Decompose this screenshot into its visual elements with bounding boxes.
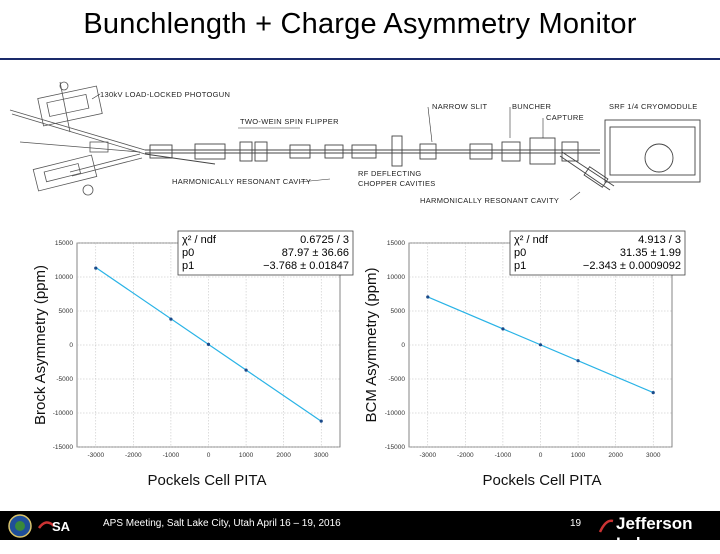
y-tick-label: 10000 <box>387 274 405 281</box>
xaxis-label: Pockels Cell PITA <box>483 472 602 489</box>
label-spin-flipper: TWO-WEIN SPIN FLIPPER <box>240 117 339 126</box>
x-tick-label: -1000 <box>163 452 180 459</box>
x-tick-label: -2000 <box>125 452 142 459</box>
data-point <box>426 295 430 299</box>
label-buncher: BUNCHER <box>512 102 551 111</box>
x-tick-label: 2000 <box>608 452 623 459</box>
label-harmonic-right: HARMONICALLY RESONANT CAVITY <box>420 196 559 205</box>
fit-stat-label: p0 <box>514 247 526 259</box>
data-point <box>538 343 543 347</box>
fit-stat-label: p1 <box>182 260 194 272</box>
slide-footer: SA APS Meeting, Salt Lake City, Utah Apr… <box>0 511 720 553</box>
y-tick-label: -10000 <box>53 410 74 417</box>
plot-brock-asymmetry: -3000 -2000 -1000 0 1000 2000 3000 15000 10000 50… <box>20 225 355 493</box>
x-tick-label: -3000 <box>419 452 436 459</box>
y-tick-label: 10000 <box>55 274 73 281</box>
data-point <box>206 342 211 346</box>
y-tick-label: 5000 <box>391 308 406 315</box>
label-photogun: 130kV LOAD-LOCKED PHOTOGUN <box>100 90 230 99</box>
footer-meeting-text: APS Meeting, Salt Lake City, Utah April … <box>103 518 341 529</box>
fit-stat-label: χ² / ndf <box>182 234 217 246</box>
label-harmonic-left: HARMONICALLY RESONANT CAVITY <box>172 177 311 186</box>
y-tick-label: -5000 <box>388 376 405 383</box>
data-point <box>319 419 323 423</box>
x-tick-label: -3000 <box>87 452 104 459</box>
y-tick-label: -15000 <box>53 444 74 451</box>
y-tick-label: 15000 <box>387 240 405 247</box>
y-tick-label: -10000 <box>385 410 406 417</box>
y-tick-label: 5000 <box>59 308 74 315</box>
fit-stat-value: −2.343 ± 0.0009092 <box>583 260 681 272</box>
fit-stat-label: χ² / ndf <box>514 234 549 246</box>
fit-stats-box <box>509 230 686 276</box>
label-rf-chopper-line1: RF DEFLECTING <box>358 169 422 178</box>
x-tick-label: 0 <box>207 452 211 459</box>
title-divider <box>0 58 720 60</box>
label-narrow-slit: NARROW SLIT <box>432 102 488 111</box>
plot-bcm-asymmetry: -3000 -2000 -1000 0 1000 2000 3000 15000 10000 50… <box>352 225 687 493</box>
x-tick-label: 3000 <box>314 452 329 459</box>
x-tick-label: 1000 <box>571 452 586 459</box>
slide-title: Bunchlength + Charge Asymmetry Monitor <box>83 8 637 40</box>
svg-text:SA: SA <box>52 519 71 534</box>
lab-name: Jefferson Lab <box>616 514 693 553</box>
x-tick-label: 2000 <box>276 452 291 459</box>
label-cryomodule: SRF 1/4 CRYOMODULE <box>609 102 698 111</box>
xaxis-label: Pockels Cell PITA <box>148 472 267 489</box>
photogun-drawing <box>9 81 146 196</box>
y-tick-label: 0 <box>69 342 73 349</box>
fit-stat-label: p0 <box>182 247 194 259</box>
plot-bcm-asymmetry-svg: -3000 -2000 -1000 0 1000 2000 3000150001000050… <box>363 230 686 489</box>
yaxis-label: BCM Asymmetry (ppm) <box>363 267 380 422</box>
fit-stat-label: p1 <box>514 260 526 272</box>
x-tick-label: -1000 <box>495 452 512 459</box>
y-tick-label: -15000 <box>385 444 406 451</box>
beamline-drawing: 130kV LOAD-LOCKED PHOTOGUN TWO-WEIN SPIN… <box>9 81 701 205</box>
data-point <box>501 327 505 331</box>
data-point <box>169 317 173 321</box>
x-tick-label: -2000 <box>457 452 474 459</box>
jsa-logo-icon: SA <box>36 514 76 543</box>
data-point <box>94 266 98 270</box>
label-rf-chopper-line2: CHOPPER CAVITIES <box>358 179 436 188</box>
fit-stats-box <box>177 230 354 276</box>
label-leaders <box>91 93 581 201</box>
x-tick-label: 1000 <box>239 452 254 459</box>
doe-logo-icon <box>8 514 32 543</box>
fit-stat-value: 0.6725 / 3 <box>300 234 349 246</box>
data-point <box>576 359 580 363</box>
x-tick-label: 0 <box>539 452 543 459</box>
data-point <box>651 391 655 395</box>
y-tick-label: 0 <box>401 342 405 349</box>
fit-stat-value: 31.35 ± 1.99 <box>620 247 681 259</box>
yaxis-label: Brock Asymmetry (ppm) <box>32 265 49 425</box>
beamline-diagram: 130kV LOAD-LOCKED PHOTOGUN TWO-WEIN SPIN… <box>0 72 720 217</box>
plot-brock-asymmetry-svg: -3000 -2000 -1000 0 1000 2000 3000150001000050… <box>32 230 354 489</box>
jlab-swoosh-icon <box>598 517 614 540</box>
page-number: 19 <box>570 518 582 529</box>
data-point <box>244 368 248 372</box>
y-tick-label: 15000 <box>55 240 73 247</box>
fit-stat-value: −3.768 ± 0.01847 <box>263 260 349 272</box>
x-tick-label: 3000 <box>646 452 661 459</box>
label-capture: CAPTURE <box>546 113 584 122</box>
beamline-pipe <box>144 119 701 191</box>
y-tick-label: -5000 <box>56 376 73 383</box>
fit-stat-value: 4.913 / 3 <box>638 234 681 246</box>
fit-stat-value: 87.97 ± 36.66 <box>282 247 349 259</box>
